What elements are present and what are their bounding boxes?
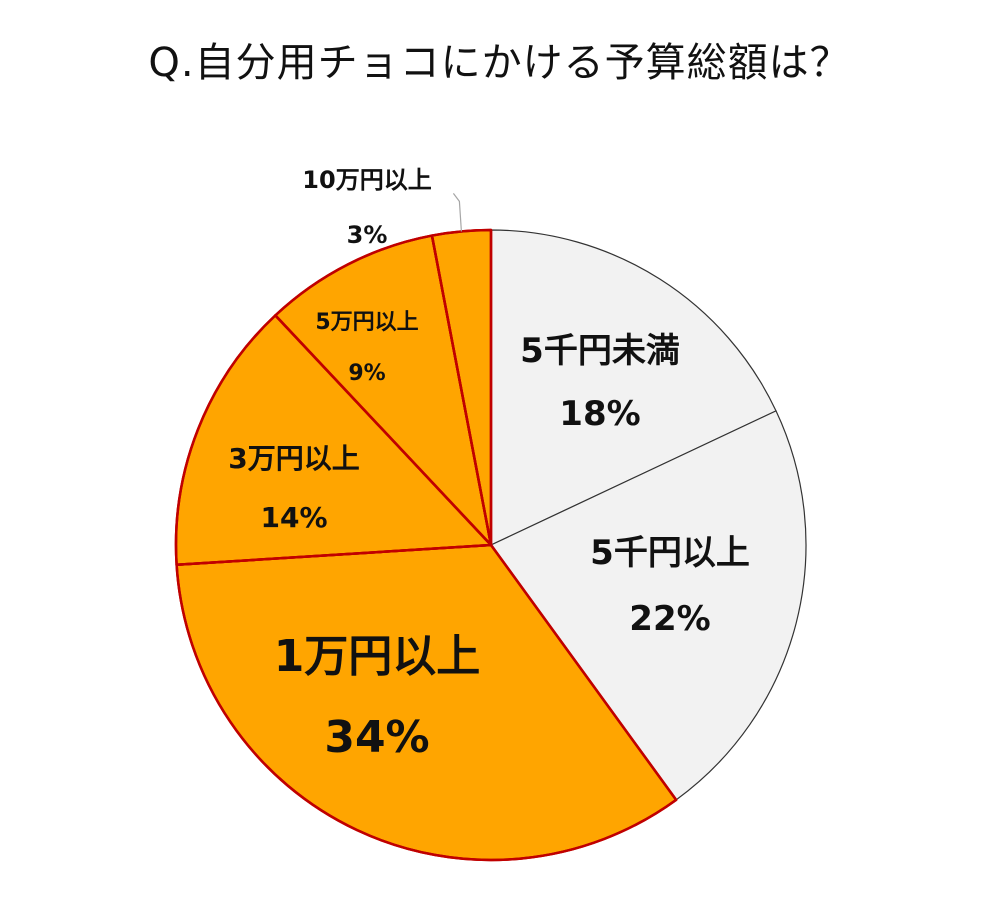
slice-value-label: 18% [559,394,640,434]
slice-labels: 5千円未満 18% 5千円以上 22% 1万円以上 34% 3万円以上 14% 5万円以上 9% 1… [228,166,750,763]
chart-title: Q.自分用チョコにかける予算総額は？ [148,40,851,86]
slice-value-label: 9% [348,361,385,386]
slice-value-label: 34% [324,712,429,763]
slice-category-label: 5千円以上 [590,533,750,573]
leader-line [452,193,462,232]
pie-slice-border [175,543,678,862]
slice-value-label: 22% [629,599,710,639]
leader-lines [452,193,462,232]
slice-category-label: 5万円以上 [315,310,418,335]
slice-category-label: 3万円以上 [228,442,359,475]
pie-slice [490,229,777,546]
pie-slice-border [430,228,493,547]
slice-value-label: 3% [347,221,388,249]
slice-category-label: 1万円以上 [274,631,481,682]
slice-value-label: 14% [260,501,327,534]
slice-category-label: 5千円未満 [520,331,680,371]
pie-slice-border [274,234,493,547]
slice-category-label: 10万円以上 [302,166,431,194]
pie-slice-border [174,314,493,567]
pie-slices [174,228,807,862]
pie-slice [490,410,807,801]
